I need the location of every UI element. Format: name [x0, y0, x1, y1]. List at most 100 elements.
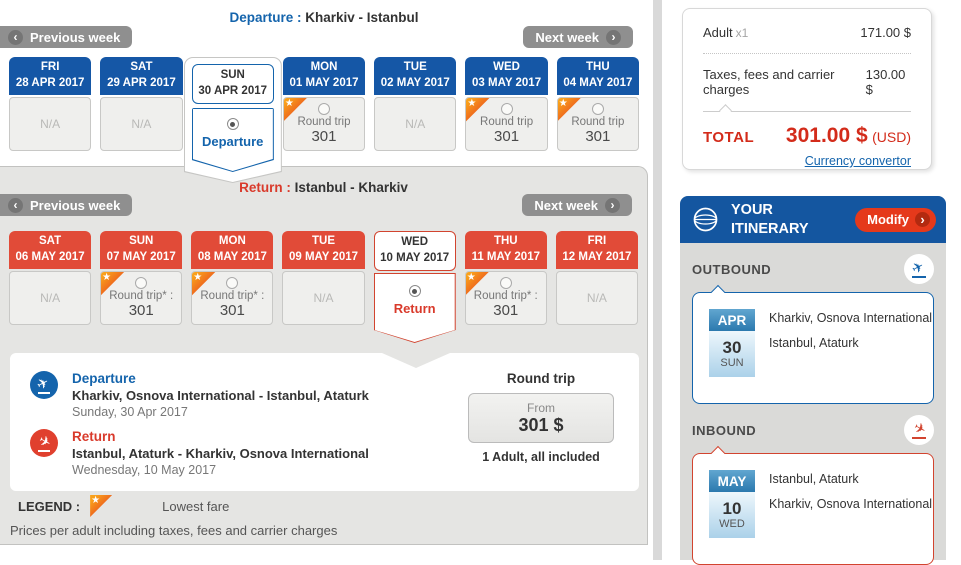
- departure-title-label: Departure :: [229, 10, 302, 25]
- not-available-cell: N/A: [374, 97, 457, 151]
- departure-title: Departure : Kharkiv - Istanbul: [0, 10, 648, 25]
- return-next-week-button[interactable]: Next week ›: [522, 194, 632, 216]
- summary-departure-route: Kharkiv, Osnova International - Istanbul…: [72, 388, 369, 403]
- fare-option[interactable]: ★ Round trip 301: [556, 97, 639, 151]
- outbound-card: APR 30 SUN Kharkiv, Osnova International…: [692, 284, 934, 404]
- currency-convertor-link[interactable]: Currency convertor: [804, 154, 911, 168]
- total-currency: (USD): [872, 129, 911, 145]
- from-label: From: [527, 400, 555, 415]
- plane-takeoff-icon: ✈: [904, 254, 934, 284]
- return-title-label: Return :: [239, 180, 291, 195]
- legend-lowest-fare: Lowest fare: [162, 498, 230, 514]
- day-cell-wed-03-may[interactable]: WED 03 MAY 2017 ★ Round trip 301: [465, 57, 548, 151]
- roundtrip-price-box: From 301 $: [468, 393, 614, 443]
- not-available-cell: N/A: [9, 271, 92, 325]
- plane-landing-icon: ✈: [904, 415, 934, 445]
- chevron-right-icon: ›: [605, 197, 620, 213]
- selected-return-option[interactable]: Return: [374, 273, 456, 343]
- chevron-left-icon: ‹: [8, 29, 23, 45]
- summary-return-row: ✈ Return Istanbul, Ataturk - Kharkiv, Os…: [30, 429, 369, 477]
- inbound-row: INBOUND ✈: [692, 414, 934, 446]
- selected-departure-date: SUN 30 APR 2017: [192, 64, 274, 104]
- outbound-day: 30: [722, 337, 742, 357]
- inbound-month: MAY: [709, 470, 755, 492]
- day-header: WED 03 MAY 2017: [465, 57, 548, 95]
- return-radio[interactable]: [409, 285, 421, 297]
- vertical-divider: [653, 0, 662, 560]
- outbound-dow: SUN: [720, 357, 744, 370]
- day-cell-mon-01-may[interactable]: MON 01 MAY 2017 ★ Round trip 301: [282, 57, 366, 151]
- departure-radio[interactable]: [227, 118, 239, 130]
- next-week-label: Next week: [535, 29, 599, 45]
- not-available-cell: N/A: [555, 271, 638, 325]
- fare-option[interactable]: ★ Round trip* : 301: [464, 271, 547, 325]
- inbound-date-block: MAY 10 WED: [709, 470, 755, 564]
- fare-option[interactable]: ★ Round trip* : 301: [100, 271, 183, 325]
- not-available-cell: N/A: [282, 271, 365, 325]
- day-cell-thu-11-may[interactable]: THU 11 MAY 2017 ★ Round trip* : 301: [464, 231, 547, 325]
- fare-radio[interactable]: [317, 103, 330, 115]
- departure-next-week-button[interactable]: Next week ›: [523, 26, 633, 48]
- adult-count: x1: [735, 26, 749, 40]
- return-previous-week-button[interactable]: ‹ Previous week: [0, 194, 133, 216]
- total-divider: [703, 104, 911, 117]
- fare-radio[interactable]: [226, 277, 239, 289]
- departure-previous-week-button[interactable]: ‹ Previous week: [0, 26, 133, 48]
- day-cell-tue-02-may: TUE 02 MAY 2017 N/A: [374, 57, 457, 151]
- day-cell-mon-08-may[interactable]: MON 08 MAY 2017 ★ Round trip* : 301: [191, 231, 274, 325]
- fare-option[interactable]: ★ Round trip 301: [282, 97, 366, 151]
- summary-return-label: Return: [72, 429, 116, 444]
- inbound-label: INBOUND: [692, 422, 757, 438]
- day-cell-tue-09-may: TUE 09 MAY 2017 N/A: [282, 231, 365, 325]
- day-header: SAT 06 MAY 2017: [9, 231, 92, 269]
- day-header: TUE 09 MAY 2017: [282, 231, 365, 269]
- return-panel: Return : Istanbul - Kharkiv ‹ Previous w…: [0, 166, 648, 545]
- departure-title-route: Kharkiv - Istanbul: [305, 10, 419, 25]
- selected-departure-option[interactable]: Departure: [192, 108, 274, 172]
- roundtrip-price: 301 $: [518, 414, 564, 435]
- fare-radio[interactable]: [500, 103, 513, 115]
- previous-week-label: Previous week: [30, 197, 121, 213]
- fare-radio[interactable]: [499, 277, 512, 289]
- day-cell-fri-12-may: FRI 12 MAY 2017 N/A: [555, 231, 638, 325]
- fare-radio[interactable]: [591, 103, 604, 115]
- outbound-row: OUTBOUND ✈: [692, 253, 934, 285]
- inbound-day: 10: [722, 498, 742, 518]
- inbound-to: Kharkiv, Osnova International: [769, 497, 933, 511]
- taxes-label: Taxes, fees and carrier charges: [703, 67, 835, 97]
- inbound-from: Istanbul, Ataturk: [769, 472, 859, 486]
- summary-return-date: Wednesday, 10 May 2017: [72, 463, 217, 477]
- chevron-right-icon: ›: [606, 29, 621, 45]
- legend-row: LEGEND : ★ Lowest fare: [18, 495, 229, 517]
- adult-price-row: Adult x1 171.00 $: [703, 25, 911, 40]
- day-cell-sat-29-apr: SAT 29 APR 2017 N/A: [100, 57, 183, 151]
- modify-label: Modify: [867, 212, 909, 227]
- day-cell-thu-04-may[interactable]: THU 04 MAY 2017 ★ Round trip 301: [556, 57, 639, 151]
- day-header: SAT 29 APR 2017: [100, 57, 183, 95]
- selected-return-date: WED 10 MAY 2017: [373, 231, 456, 271]
- day-header: MON 08 MAY 2017: [191, 231, 274, 269]
- previous-week-label: Previous week: [30, 29, 121, 45]
- outbound-month: APR: [709, 309, 755, 331]
- day-cell-sun-07-may[interactable]: SUN 07 MAY 2017 ★ Round trip* : 301: [100, 231, 183, 325]
- return-selected-label: Return: [393, 301, 436, 316]
- fare-option[interactable]: ★ Round trip* : 301: [191, 271, 274, 325]
- price-summary-card: Adult x1 171.00 $ Taxes, fees and carrier…: [682, 8, 932, 170]
- bubble-notch: [710, 445, 726, 461]
- modify-button[interactable]: Modify ›: [855, 207, 936, 232]
- fare-option[interactable]: ★ Round trip 301: [465, 97, 548, 151]
- fare-radio[interactable]: [135, 277, 148, 289]
- day-cell-sun-30-apr-selected[interactable]: SUN 30 APR 2017 Departure: [192, 57, 274, 151]
- inbound-dow: WED: [719, 518, 745, 531]
- selected-departure-tab: SUN 30 APR 2017 Departure: [184, 57, 282, 183]
- summary-return-route: Istanbul, Ataturk - Kharkiv, Osnova Inte…: [72, 446, 369, 461]
- not-available-cell: N/A: [9, 97, 92, 151]
- return-week-grid: SAT 06 MAY 2017 N/A SUN 07 MAY 2017 ★ Ro…: [0, 231, 647, 325]
- day-cell-wed-10-may-selected[interactable]: WED 10 MAY 2017 Return: [373, 231, 456, 325]
- globe-icon: [693, 207, 718, 232]
- day-cell-fri-28-apr: FRI 28 APR 2017 N/A: [9, 57, 92, 151]
- taxes-price-row: Taxes, fees and carrier charges 130.00 $: [703, 67, 911, 97]
- summary-departure-label: Departure: [72, 371, 136, 386]
- total-label: TOTAL: [703, 129, 755, 146]
- return-title: Return : Istanbul - Kharkiv: [0, 180, 647, 195]
